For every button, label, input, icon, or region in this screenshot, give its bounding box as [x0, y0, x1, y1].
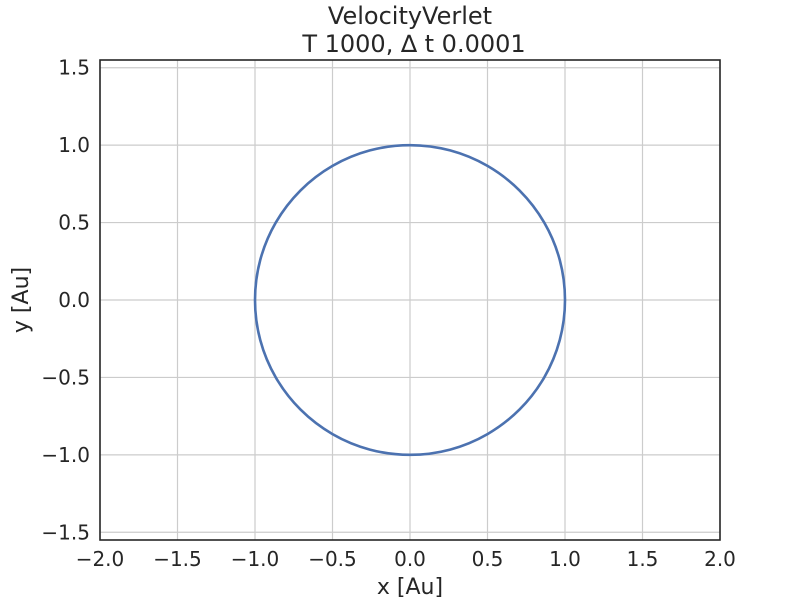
y-tick-label: 1.5	[58, 56, 90, 80]
series-layer	[253, 143, 567, 457]
x-tick-labels: −2.0 −1.5 −1.0 −0.5 0.0 0.5 1.0 1.5 2.0	[76, 547, 736, 571]
x-tick-label: 1.0	[549, 547, 581, 571]
y-tick-label: 0.0	[58, 288, 90, 312]
chart-title: VelocityVerlet	[328, 2, 492, 30]
y-tick-label: −1.5	[41, 520, 90, 544]
orbit-series-line	[253, 143, 567, 457]
y-axis-label: y [Au]	[9, 267, 34, 333]
plot-frame	[99, 59, 721, 541]
x-axis-label: x [Au]	[377, 575, 443, 600]
x-tick-label: 0.0	[394, 547, 426, 571]
x-tick-label: −0.5	[308, 547, 357, 571]
x-tick-label: 0.5	[472, 547, 504, 571]
chart-subtitle: T 1000, ∆ t 0.0001	[301, 30, 525, 58]
y-tick-label: −1.0	[41, 443, 90, 467]
y-tick-label: −0.5	[41, 365, 90, 389]
x-tick-label: −1.0	[231, 547, 280, 571]
y-tick-labels: −1.5 −1.0 −0.5 0.0 0.5 1.0 1.5	[41, 56, 90, 545]
grid-lines	[99, 60, 721, 540]
y-tick-label: 1.0	[58, 133, 90, 157]
y-tick-label: 0.5	[58, 211, 90, 235]
x-tick-label: 2.0	[704, 547, 736, 571]
x-tick-label: −2.0	[76, 547, 125, 571]
x-tick-label: −1.5	[153, 547, 202, 571]
x-tick-label: 1.5	[627, 547, 659, 571]
